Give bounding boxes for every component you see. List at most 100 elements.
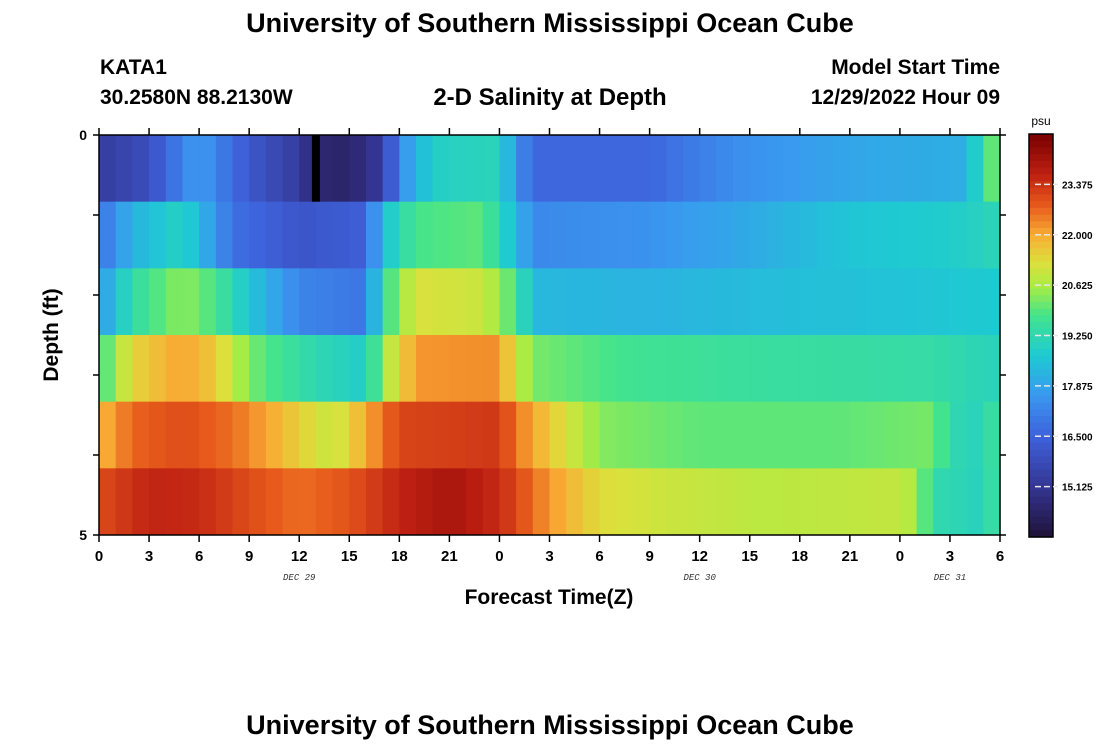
heatmap-cell xyxy=(215,201,234,269)
heatmap-cell xyxy=(532,401,551,469)
heatmap-cell xyxy=(883,268,901,336)
heatmap-cell xyxy=(849,401,868,469)
heatmap-cell xyxy=(816,135,834,203)
heatmap-cell xyxy=(666,401,684,469)
heatmap-cell xyxy=(299,201,317,269)
heatmap-cell xyxy=(549,401,567,469)
heatmap-cell xyxy=(249,401,267,469)
heatmap-cell xyxy=(416,468,434,536)
heatmap-cell xyxy=(149,401,167,469)
colorbar-segment xyxy=(1029,160,1053,169)
heatmap-cell xyxy=(516,201,534,269)
heatmap-cell xyxy=(516,468,534,536)
heatmap-cell xyxy=(649,468,667,536)
heatmap-cell xyxy=(766,335,784,403)
heatmap-cell xyxy=(482,135,501,203)
heatmap-cell xyxy=(265,135,284,203)
colorbar-segment xyxy=(1029,530,1053,538)
heatmap-cell xyxy=(99,268,117,336)
heatmap-cell xyxy=(699,335,717,403)
colorbar-segment xyxy=(1029,254,1053,263)
heatmap-cell xyxy=(916,401,934,469)
heatmap-cell xyxy=(299,401,317,469)
heatmap-cell xyxy=(199,335,217,403)
heatmap-cell xyxy=(199,401,217,469)
heatmap-cell xyxy=(833,335,851,403)
heatmap-cell xyxy=(749,335,768,403)
heatmap-cell xyxy=(649,401,667,469)
heatmap-cell xyxy=(899,201,918,269)
heatmap-cell xyxy=(532,135,551,203)
colorbar-segment xyxy=(1029,301,1053,310)
heatmap-cell xyxy=(816,268,834,336)
heatmap-cell xyxy=(783,335,801,403)
heatmap-cell xyxy=(733,335,751,403)
heatmap-cell xyxy=(599,401,617,469)
colorbar-segment xyxy=(1029,436,1053,444)
heatmap-cell xyxy=(432,135,450,203)
heatmap-cell xyxy=(666,468,684,536)
heatmap-cell xyxy=(833,401,851,469)
heatmap-cell xyxy=(215,268,234,336)
heatmap-cell xyxy=(516,268,534,336)
colorbar-tick-label: 15.125 xyxy=(1062,483,1093,494)
heatmap-cell xyxy=(682,268,701,336)
heatmap-cell xyxy=(382,135,400,203)
model-start-value: 12/29/2022 Hour 09 xyxy=(810,86,1000,109)
heatmap-cell xyxy=(699,401,717,469)
heatmap-cell xyxy=(382,468,400,536)
heatmap-cell xyxy=(749,135,768,203)
colorbar-tick-label: 20.625 xyxy=(1062,281,1093,292)
heatmap-cell xyxy=(916,201,934,269)
heatmap-cell xyxy=(199,468,217,536)
missing-data-marker xyxy=(311,135,320,202)
heatmap-cell xyxy=(482,201,501,269)
heatmap-cell xyxy=(966,135,984,203)
heatmap-cell xyxy=(482,468,501,536)
plot-title: 2-D Salinity at Depth xyxy=(433,84,667,111)
heatmap-cell xyxy=(115,201,133,269)
heatmap-cell xyxy=(115,135,133,203)
heatmap-cell xyxy=(499,335,517,403)
heatmap-cell xyxy=(733,468,751,536)
colorbar-segment xyxy=(1029,348,1053,357)
heatmap-cell xyxy=(299,268,317,336)
heatmap-cell xyxy=(766,268,784,336)
heatmap-cell xyxy=(132,401,150,469)
heatmap-cell xyxy=(165,335,184,403)
colorbar-segment xyxy=(1029,422,1053,431)
colorbar-segment xyxy=(1029,342,1053,350)
heatmap-cell xyxy=(332,401,350,469)
heatmap-cell xyxy=(649,335,667,403)
heatmap-cell xyxy=(382,335,400,403)
heatmap-cell xyxy=(599,268,617,336)
heatmap-cell xyxy=(849,135,868,203)
colorbar-segment xyxy=(1029,234,1053,243)
heatmap-cell xyxy=(816,468,834,536)
colorbar-segment xyxy=(1029,248,1053,256)
heatmap-cell xyxy=(816,335,834,403)
heatmap-cell xyxy=(349,468,367,536)
heatmap-cell xyxy=(733,268,751,336)
heatmap-cell xyxy=(115,401,133,469)
heatmap-cell xyxy=(132,468,150,536)
heatmap-cell xyxy=(516,335,534,403)
heatmap-cell xyxy=(799,201,818,269)
heatmap-cell xyxy=(599,135,617,203)
heatmap-cell xyxy=(849,468,868,536)
heatmap-cell xyxy=(682,335,701,403)
heatmap-cell xyxy=(349,401,367,469)
colorbar-segment xyxy=(1029,261,1053,269)
colorbar-segment xyxy=(1029,140,1053,149)
heatmap-cell xyxy=(749,401,768,469)
heatmap-cell xyxy=(899,335,918,403)
heatmap-cell xyxy=(232,468,250,536)
heatmap-cell xyxy=(182,201,200,269)
x-tick-label: 3 xyxy=(946,548,954,565)
heatmap-cell xyxy=(432,468,450,536)
x-tick-label: 18 xyxy=(391,548,408,565)
heatmap-cell xyxy=(482,268,501,336)
colorbar-segment xyxy=(1029,228,1053,236)
heatmap-cell xyxy=(365,335,384,403)
